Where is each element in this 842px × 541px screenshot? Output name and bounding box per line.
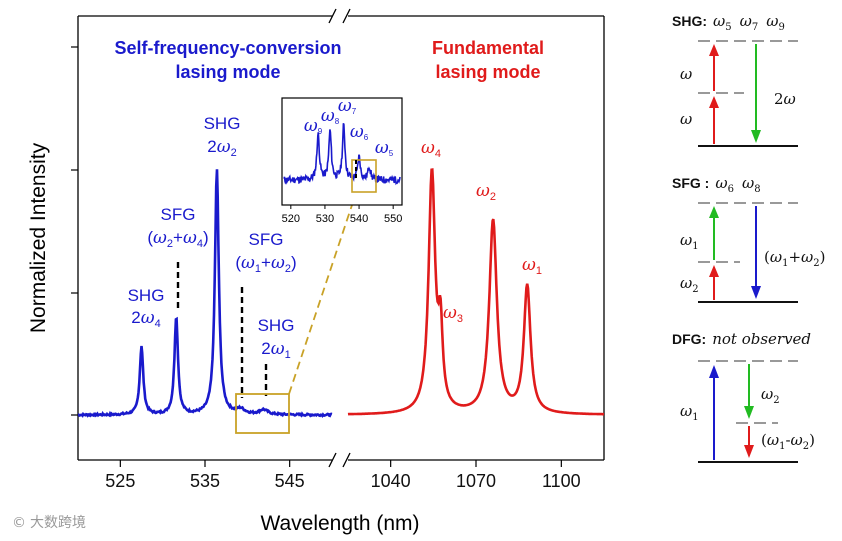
peak-label-w3: ω3	[443, 303, 463, 325]
peak-label-w2: ω2	[476, 181, 496, 203]
peak-label-w4: ω4	[421, 138, 441, 160]
label-diff: (ω1-ω2)	[761, 431, 815, 452]
watermark-text: 大数跨境	[30, 515, 86, 531]
red-mode-title-line1: Fundamental	[432, 38, 544, 58]
inset-ticks: 520 530 540 550	[282, 205, 402, 225]
watermark-logo-icon: ©	[12, 515, 26, 531]
x-tick-label: 1070	[456, 471, 496, 491]
scheme-dfg: DFG: not observed ω1 ω2 (ω1-ω2)	[672, 330, 815, 463]
inset-x-tick-label: 550	[384, 213, 402, 225]
svg-text:2ω1: 2ω1	[261, 339, 290, 361]
inset-label-w6: ω6	[350, 122, 369, 142]
label-omega2: ω2	[680, 274, 699, 295]
x-axis-label: Wavelength (nm)	[260, 512, 419, 535]
peak-annotation-shg-2w1: SHG 2ω1	[258, 316, 295, 396]
watermark: © 大数跨境	[12, 515, 86, 531]
svg-text:SHG: SHG	[258, 316, 295, 335]
label-omega1: ω1	[680, 402, 699, 423]
svg-text:SFG: SFG	[249, 230, 284, 249]
series-line-fundamental	[347, 168, 604, 416]
x-tick-label: 1040	[371, 471, 411, 491]
inset-label-w9: ω9	[304, 116, 323, 136]
inset-x-tick-label: 540	[350, 213, 368, 225]
x-tick-label: 525	[105, 471, 135, 491]
peak-annotation-sfg-w1w2: SFG (ω1+ω2)	[235, 230, 297, 398]
x-tick-label: 545	[275, 471, 305, 491]
svg-text:2ω2: 2ω2	[207, 137, 236, 159]
zoom-connector-line	[288, 189, 358, 395]
scheme-shg: SHG: ω5 ω7 ω9 ω ω 2ω	[672, 12, 798, 147]
label-omega1: ω1	[680, 231, 699, 252]
x-ticks: 525 535 545 1040 1070 1100	[105, 460, 581, 491]
label-omega: ω	[680, 65, 692, 83]
label-omega2: ω2	[761, 385, 780, 406]
x-tick-label: 1100	[542, 471, 581, 491]
peak-label-w1: ω1	[522, 255, 542, 277]
svg-text:(ω1+ω2): (ω1+ω2)	[235, 253, 296, 275]
x-tick-label: 535	[190, 471, 220, 491]
svg-text:SHG: SHG	[204, 114, 241, 133]
blue-mode-title-line2: lasing mode	[175, 62, 280, 82]
scheme-shg-title: SHG: ω5 ω7 ω9	[672, 12, 785, 33]
svg-text:SHG: SHG	[128, 286, 165, 305]
inset-series-line	[283, 122, 401, 186]
y-axis-label: Normalized Intensity	[27, 142, 50, 333]
inset-label-w8: ω8	[321, 106, 340, 126]
peak-annotation-sfg-w2w4: SFG (ω2+ω4)	[147, 205, 209, 308]
inset-plot: 520 530 540 550 ω9 ω8 ω7 ω6 ω5	[281, 96, 403, 225]
inset-x-tick-label: 530	[316, 213, 334, 225]
peak-annotation-shg-2w2: SHG 2ω2	[204, 114, 241, 159]
peak-annotation-shg-2w4: SHG 2ω4	[128, 286, 165, 330]
red-mode-title-line2: lasing mode	[435, 62, 540, 82]
scheme-sfg-title: SFG : ω6 ω8	[672, 174, 761, 195]
blue-mode-title-line1: Self-frequency-conversion	[114, 38, 341, 58]
inset-label-w5: ω5	[375, 138, 394, 158]
label-two-omega: 2ω	[774, 90, 796, 108]
svg-text:(ω2+ω4): (ω2+ω4)	[147, 228, 208, 250]
axis-break-bottom	[328, 452, 351, 468]
svg-text:SFG: SFG	[161, 205, 196, 224]
inset-label-w7: ω7	[338, 96, 357, 116]
inset-x-tick-label: 520	[282, 213, 300, 225]
axis-break-top	[328, 8, 351, 24]
label-omega: ω	[680, 110, 692, 128]
scheme-sfg: SFG : ω6 ω8 ω1 ω2 (ω1+ω2)	[672, 174, 826, 303]
zoom-region-box	[235, 393, 290, 434]
svg-text:2ω4: 2ω4	[131, 308, 160, 330]
inset-highlight-box	[351, 159, 377, 193]
scheme-dfg-title: DFG: not observed	[672, 330, 811, 348]
label-sum: (ω1+ω2)	[764, 248, 826, 269]
